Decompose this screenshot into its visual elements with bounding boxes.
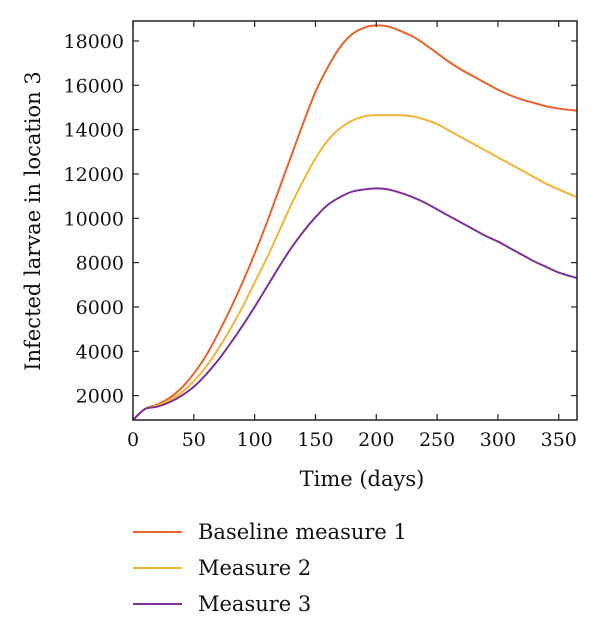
series-layer — [132, 24, 578, 421]
y-axis-title: Infected larvae in location 3 — [21, 71, 45, 370]
x-tick-label: 50 — [182, 429, 206, 451]
legend-label-3: Measure 3 — [198, 592, 311, 616]
y-tick-label: 16000 — [64, 75, 124, 97]
series-line-1 — [132, 24, 578, 421]
y-tick-label: 12000 — [64, 164, 124, 186]
x-tick-label: 250 — [419, 429, 455, 451]
plot-frame — [132, 20, 578, 421]
x-tick-label: 200 — [358, 429, 394, 451]
y-tick-label: 6000 — [76, 297, 124, 319]
y-tick-label: 2000 — [76, 386, 124, 408]
legend-label-2: Measure 2 — [198, 556, 311, 580]
y-tick-label: 18000 — [64, 31, 124, 53]
x-tick-label: 100 — [237, 429, 273, 451]
series-line-3 — [132, 187, 578, 421]
plot-area: 0 50 100 150 200 250 300 350 2000 4000 6000 8000 100… — [64, 20, 578, 451]
ticks-layer: 0 50 100 150 200 250 300 350 2000 4000 6000 8000 100… — [64, 21, 577, 451]
series-line-2 — [132, 114, 578, 421]
y-tick-label: 14000 — [64, 120, 124, 142]
y-tick-label: 8000 — [76, 253, 124, 275]
legend: Baseline measure 1 Measure 2 Measure 3 — [133, 520, 407, 616]
x-tick-label: 300 — [480, 429, 516, 451]
y-tick-label: 4000 — [76, 341, 124, 363]
x-tick-label: 150 — [297, 429, 333, 451]
x-tick-label: 350 — [541, 429, 577, 451]
x-tick-label: 0 — [127, 429, 139, 451]
legend-label-1: Baseline measure 1 — [198, 520, 407, 544]
y-tick-label: 10000 — [64, 208, 124, 230]
x-axis-title: Time (days) — [300, 467, 425, 491]
